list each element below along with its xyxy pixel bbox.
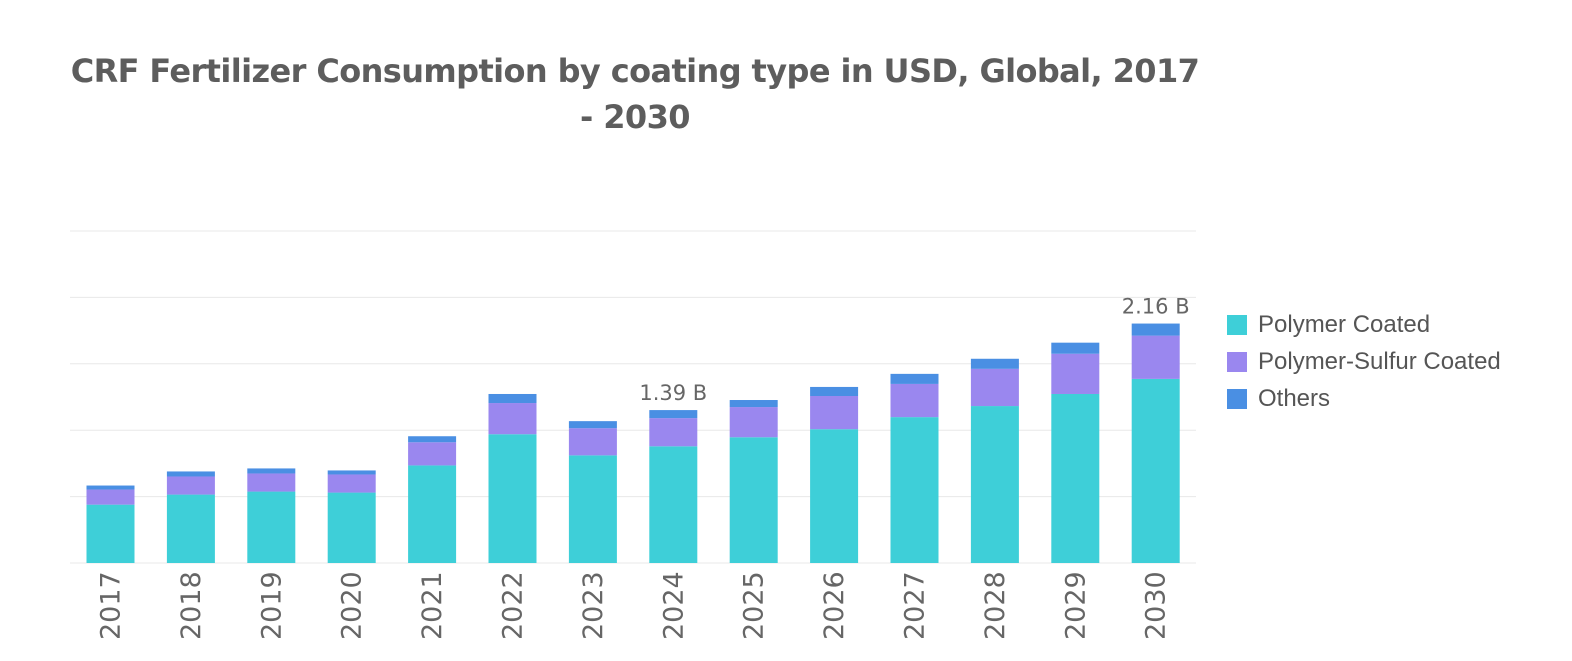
x-tick-label: 2028: [980, 571, 1011, 640]
bar-stack-2018: [166, 471, 215, 563]
x-tick-label: 2022: [498, 571, 529, 640]
bar-segment-others: [810, 386, 859, 396]
x-tick-label: 2020: [337, 571, 368, 640]
bar-stack-2019: [247, 468, 296, 563]
bar-stack-2024: [649, 410, 698, 563]
x-tick-label: 2023: [578, 571, 609, 640]
bar-stack-2026: [810, 386, 859, 563]
legend-swatch: [1227, 314, 1247, 335]
bar-segment-polymer-coated: [327, 492, 376, 563]
x-tick-label: 2019: [256, 571, 287, 640]
bar-stack-2022: [488, 393, 537, 563]
bar-stack-2025: [729, 400, 778, 563]
x-tick-label: 2026: [819, 571, 850, 640]
chart-title: CRF Fertilizer Consumption by coating ty…: [70, 52, 1200, 136]
bar-segment-polymer-sulfur-coated: [86, 489, 135, 505]
bar-segment-polymer-coated: [1051, 393, 1100, 563]
bar-segment-polymer-sulfur-coated: [810, 395, 859, 430]
bar-segment-polymer-sulfur-coated: [1131, 335, 1180, 379]
bar-segment-others: [327, 470, 376, 475]
x-tick-label: 2029: [1060, 571, 1091, 640]
legend-item-others[interactable]: Others: [1227, 380, 1501, 417]
bar-segment-others: [568, 421, 617, 429]
x-tick-label: 2017: [96, 571, 127, 640]
bar-stack-2029: [1051, 342, 1100, 563]
bar-stack-2030: [1131, 323, 1180, 563]
bar-stack-2027: [890, 373, 939, 563]
bar-segment-polymer-sulfur-coated: [408, 442, 457, 466]
bar-segment-polymer-coated: [488, 434, 537, 563]
bar-stack-2017: [86, 485, 135, 563]
bar-stack-2021: [408, 436, 457, 563]
bar-segment-polymer-coated: [166, 494, 215, 563]
legend: Polymer Coated Polymer-Sulfur Coated Oth…: [1227, 306, 1501, 417]
legend-label: Polymer-Sulfur Coated: [1258, 347, 1501, 375]
x-tick-label: 2018: [176, 571, 207, 640]
x-tick-label: 2027: [900, 571, 931, 640]
x-tick-label: 2025: [739, 571, 770, 640]
bar-segment-polymer-sulfur-coated: [488, 403, 537, 435]
bar-segment-polymer-coated: [408, 465, 457, 563]
bar-segment-others: [970, 358, 1019, 369]
total-labels: 1.39 B 2.16 B: [639, 295, 1189, 406]
legend-swatch: [1227, 351, 1247, 372]
bar-segment-polymer-coated: [890, 417, 939, 563]
x-axis-ticks: 2017 2018 2019 2020 2021 2022 2023 2024 2025 2026…: [96, 571, 1172, 640]
bar-segment-polymer-coated: [729, 437, 778, 563]
total-label: 2.16 B: [1122, 295, 1190, 319]
bar-segment-others: [1131, 323, 1180, 336]
bar-stack-2023: [568, 421, 617, 563]
bar-segment-others: [166, 471, 215, 477]
bar-segment-polymer-sulfur-coated: [890, 383, 939, 418]
bar-segment-polymer-coated: [810, 429, 859, 563]
bar-segment-polymer-coated: [568, 455, 617, 563]
bar-segment-polymer-sulfur-coated: [970, 368, 1019, 407]
bars: [86, 323, 1180, 563]
bar-segment-others: [649, 410, 698, 419]
total-label: 1.39 B: [639, 381, 707, 405]
bar-segment-others: [729, 400, 778, 408]
x-tick-label: 2030: [1141, 571, 1172, 640]
gridlines: [70, 230, 1196, 564]
legend-item-polymer-sulfur-coated[interactable]: Polymer-Sulfur Coated: [1227, 343, 1501, 380]
bar-stack-2020: [327, 470, 376, 563]
bar-segment-polymer-coated: [649, 446, 698, 563]
bar-segment-polymer-sulfur-coated: [166, 476, 215, 495]
legend-label: Polymer Coated: [1258, 310, 1431, 338]
bar-segment-polymer-sulfur-coated: [568, 428, 617, 456]
bar-segment-others: [1051, 342, 1100, 354]
x-tick-label: 2021: [417, 571, 448, 640]
bar-segment-polymer-sulfur-coated: [1051, 353, 1100, 394]
bar-stack-2028: [970, 358, 1019, 563]
legend-swatch: [1227, 388, 1247, 409]
bar-segment-polymer-coated: [970, 406, 1019, 563]
bar-segment-others: [890, 373, 939, 384]
legend-label: Others: [1258, 384, 1331, 412]
bar-segment-polymer-coated: [1131, 378, 1180, 563]
x-tick-label: 2024: [658, 571, 689, 640]
bar-segment-polymer-coated: [86, 504, 135, 563]
bar-segment-others: [408, 436, 457, 443]
bar-segment-others: [86, 485, 135, 490]
bar-segment-polymer-sulfur-coated: [247, 473, 296, 492]
legend-item-polymer-coated[interactable]: Polymer Coated: [1227, 306, 1501, 343]
bar-segment-polymer-coated: [247, 491, 296, 563]
bar-segment-others: [488, 393, 537, 404]
bar-segment-others: [247, 468, 296, 474]
bar-segment-polymer-sulfur-coated: [327, 474, 376, 493]
bar-segment-polymer-sulfur-coated: [649, 418, 698, 447]
bar-segment-polymer-sulfur-coated: [729, 407, 778, 438]
